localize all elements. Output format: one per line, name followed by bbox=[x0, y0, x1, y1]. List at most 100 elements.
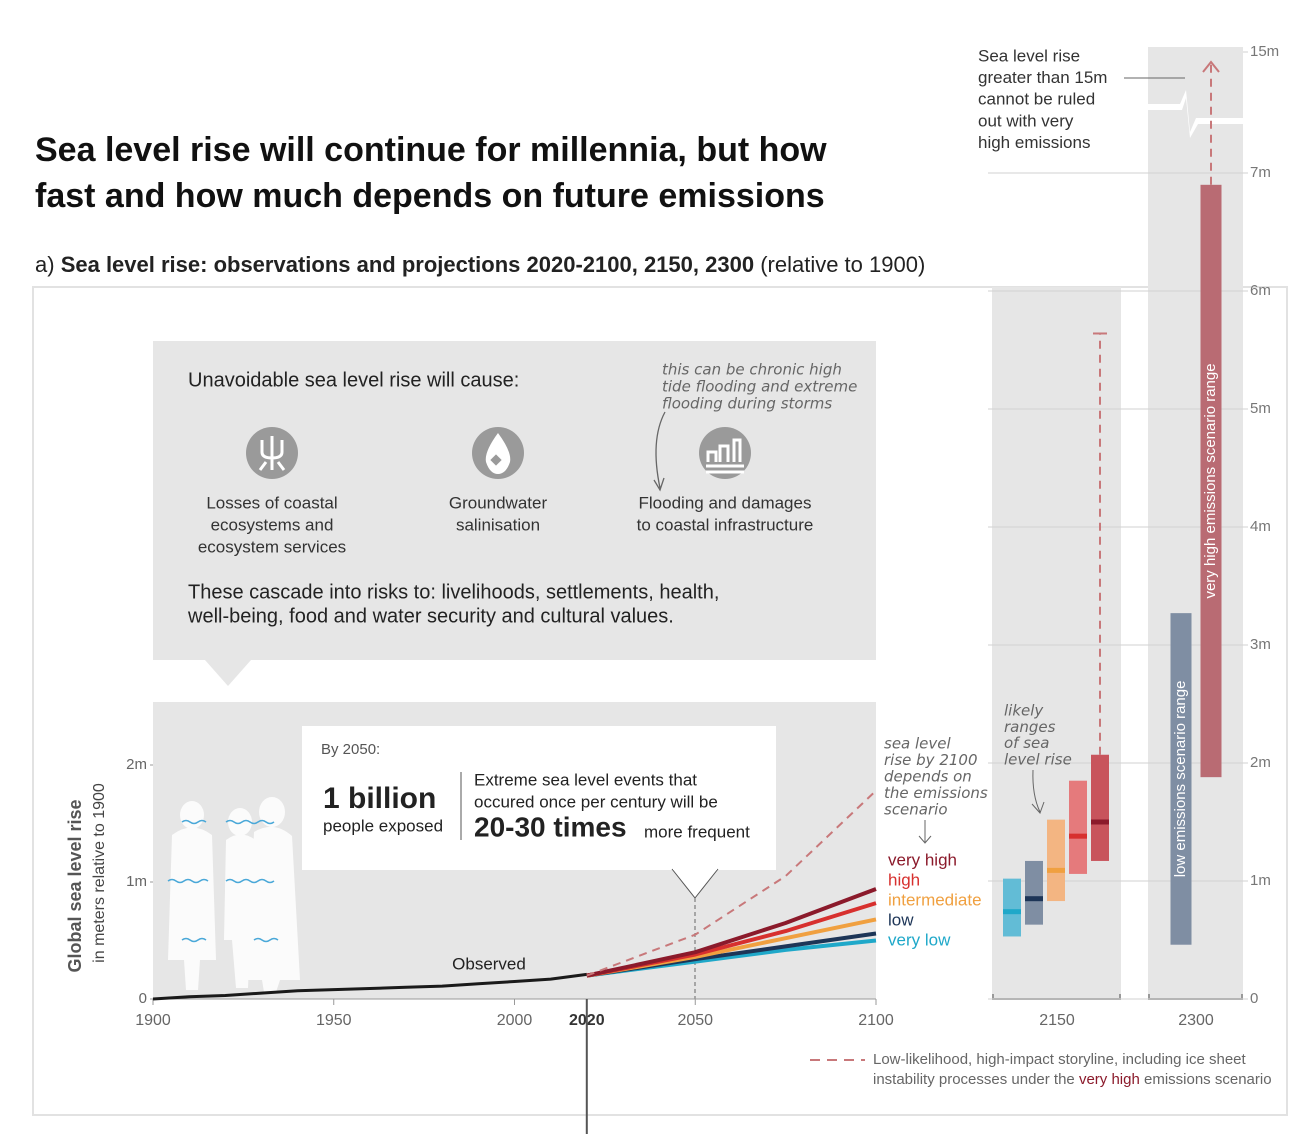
water-levels bbox=[167, 819, 279, 943]
scenario-arrow bbox=[918, 820, 932, 844]
y2-tick-label: 0 bbox=[1250, 990, 1258, 1007]
storyline bbox=[586, 789, 877, 977]
subtitle-suffix: (relative to 1900) bbox=[754, 252, 925, 277]
water-line bbox=[181, 937, 279, 943]
impact-label: ecosystem services bbox=[198, 537, 346, 556]
median-2150 bbox=[1025, 896, 1043, 902]
exposure-factor-label: more frequent bbox=[644, 822, 750, 841]
observed-line bbox=[152, 972, 587, 1001]
note: tide flooding and extreme bbox=[662, 378, 857, 396]
frame bbox=[32, 286, 1288, 1116]
above15-note: high emissions bbox=[978, 133, 1090, 152]
icon-drop bbox=[485, 433, 511, 474]
callout-pointer bbox=[205, 660, 251, 686]
x-tick-label: 1950 bbox=[316, 1012, 352, 1029]
likely-arrow bbox=[1031, 769, 1045, 814]
legend-label: low bbox=[888, 910, 914, 929]
person-head bbox=[259, 797, 285, 827]
storyline-arrow bbox=[1202, 60, 1220, 73]
likely-note: ranges bbox=[1004, 718, 1056, 736]
y2-tick-label: 4m bbox=[1250, 518, 1271, 535]
likely-note: of sea bbox=[1004, 734, 1049, 752]
person-body bbox=[168, 827, 216, 990]
legend-text: instability processes under the very hig… bbox=[873, 1071, 1272, 1088]
x-tick-label: 1900 bbox=[135, 1012, 171, 1029]
likely-note: level rise bbox=[1004, 750, 1072, 768]
scenario-note: scenario bbox=[884, 801, 948, 819]
exposure-intro: By 2050: bbox=[321, 741, 380, 758]
likely-note: likely bbox=[1004, 702, 1044, 720]
y-tick-label: 0 bbox=[139, 990, 147, 1007]
median-2150 bbox=[1069, 833, 1087, 839]
y2-tick-label: 1m bbox=[1250, 872, 1271, 889]
above15-note: out with very bbox=[978, 111, 1074, 130]
above15-note: cannot be ruled bbox=[978, 90, 1095, 109]
range-bar-2300 bbox=[1170, 613, 1192, 945]
water-line bbox=[181, 819, 275, 825]
y2-tick-label: 2m bbox=[1250, 754, 1271, 771]
range-bar-2150 bbox=[1047, 819, 1065, 902]
subtitle: a) Sea level rise: observations and proj… bbox=[35, 252, 925, 277]
person-head bbox=[228, 808, 252, 836]
note: flooding during storms bbox=[662, 395, 832, 413]
water-line bbox=[167, 878, 275, 884]
scenario-note: rise by 2100 bbox=[884, 751, 978, 769]
people bbox=[168, 797, 300, 992]
icons bbox=[246, 411, 751, 492]
above15-note: greater than 15m bbox=[978, 68, 1107, 87]
impact-label: Flooding and damages bbox=[639, 493, 812, 512]
legend-text-part: emissions scenario bbox=[1140, 1071, 1272, 1088]
title: fast and how much depends on future emis… bbox=[35, 177, 825, 215]
scenario-note: sea level bbox=[884, 735, 952, 753]
legend-label: intermediate bbox=[888, 890, 982, 909]
impact-label: salinisation bbox=[456, 515, 540, 534]
exposure-events: occured once per century will be bbox=[474, 792, 718, 811]
legend-label: high bbox=[888, 870, 920, 889]
y2-tick-label: 3m bbox=[1250, 636, 1271, 653]
range-bar-2150 bbox=[1003, 878, 1021, 937]
median-2150 bbox=[1003, 909, 1021, 915]
range-label: very high emissions scenario range bbox=[1202, 363, 1219, 598]
x-tick-label: 2100 bbox=[858, 1012, 894, 1029]
impact-label: Groundwater bbox=[449, 493, 548, 512]
exposure-pointer-mask bbox=[673, 866, 717, 870]
legend-text-emph: very high bbox=[1079, 1071, 1140, 1088]
y2-tick-label: 5m bbox=[1250, 400, 1271, 417]
legend-label: very high bbox=[888, 850, 957, 869]
period-label: 2300 bbox=[1178, 1012, 1214, 1029]
median-2150 bbox=[1091, 819, 1109, 825]
y2-tick-label: 7m bbox=[1250, 164, 1271, 181]
icon-salt bbox=[490, 454, 502, 466]
y2-tick-label: 6m bbox=[1250, 282, 1271, 299]
note: this can be chronic high bbox=[662, 361, 842, 379]
icon-ecosystem-glyph bbox=[258, 436, 286, 471]
observed-label: Observed bbox=[452, 954, 526, 973]
y-title: Global sea level rise bbox=[65, 799, 85, 972]
legend-text: Low-likelihood, high-impact storyline, i… bbox=[873, 1051, 1247, 1068]
icon-flooding-glyph bbox=[706, 438, 744, 474]
legend-text-part: instability processes under the bbox=[873, 1071, 1079, 1088]
callout-heading: Unavoidable sea level rise will cause: bbox=[188, 369, 519, 391]
y-tick-label: 1m bbox=[126, 873, 147, 890]
note-arrow bbox=[653, 411, 666, 492]
y2-tick-label: 15m bbox=[1250, 43, 1279, 60]
scenario-note: depends on bbox=[884, 768, 972, 786]
person-head bbox=[180, 801, 204, 829]
median-2150 bbox=[1047, 867, 1065, 873]
subtitle-main: Sea level rise: observations and project… bbox=[61, 252, 754, 277]
cascade: These cascade into risks to: livelihoods… bbox=[188, 581, 719, 603]
y-tick-label: 2m bbox=[126, 756, 147, 773]
range-bar-2150 bbox=[1091, 754, 1109, 861]
above15-note: Sea level rise bbox=[978, 46, 1080, 65]
callout-box bbox=[153, 341, 876, 660]
exposure-count: 1 billion bbox=[323, 782, 436, 815]
range-label: low emissions scenario range bbox=[1172, 681, 1189, 878]
legend-label: very low bbox=[888, 930, 951, 949]
y-subtitle: in meters relative to 1900 bbox=[91, 783, 108, 963]
projection-line bbox=[586, 887, 877, 978]
range-bar-2150 bbox=[1069, 780, 1087, 874]
period-label: 2150 bbox=[1039, 1012, 1075, 1029]
scenario-note: the emissions bbox=[884, 784, 988, 802]
